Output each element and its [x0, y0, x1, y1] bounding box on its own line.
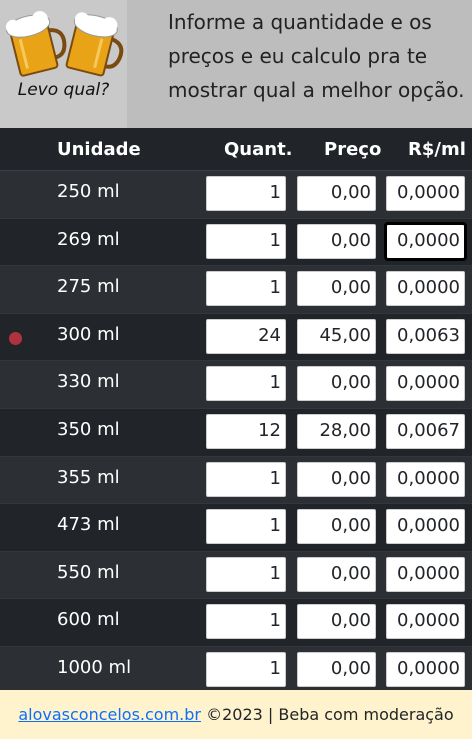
table-row: 473 ml 1 0,00 0,0000 — [0, 504, 472, 552]
rate-output[interactable]: 0,0000 — [386, 461, 465, 497]
unit-label: 600 ml — [57, 609, 120, 631]
price-input[interactable]: 45,00 — [297, 318, 376, 354]
quantity-input[interactable]: 1 — [206, 461, 286, 497]
quantity-input[interactable]: 1 — [206, 366, 286, 402]
table-row: 355 ml 1 0,00 0,0000 — [0, 456, 472, 505]
rate-output[interactable]: 0,0063 — [386, 318, 465, 354]
table-row: 600 ml 1 0,00 0,0000 — [0, 599, 472, 647]
footer-link[interactable]: alovasconcelos.com.br — [18, 705, 201, 724]
price-input[interactable]: 0,00 — [297, 271, 376, 307]
price-input[interactable]: 0,00 — [297, 223, 376, 259]
header-unit: Unidade — [57, 138, 141, 160]
unit-label: 330 ml — [57, 371, 120, 393]
price-input[interactable]: 0,00 — [297, 366, 376, 402]
table-row: 1000 ml 1 0,00 0,0000 — [0, 646, 472, 695]
header-rate: R$/ml — [408, 138, 466, 160]
quantity-input[interactable]: 1 — [206, 271, 286, 307]
table-row: 250 ml 1 0,00 0,0000 — [0, 171, 472, 219]
table-row: 350 ml 12 28,00 0,0067 — [0, 408, 472, 457]
unit-label: 550 ml — [57, 561, 120, 583]
unit-label: 275 ml — [57, 276, 120, 298]
rate-output[interactable]: 0,0000 — [386, 366, 465, 402]
rate-output[interactable]: 0,0000 — [386, 651, 465, 687]
table-header: Unidade Quant. Preço R$/ml — [0, 128, 472, 171]
table-row: 269 ml 1 0,00 0,0000 — [0, 218, 472, 267]
unit-label: 355 ml — [57, 466, 120, 488]
best-option-indicator — [9, 331, 22, 345]
rate-output[interactable]: 0,0000 — [386, 176, 465, 211]
unit-label: 250 ml — [57, 181, 120, 202]
price-input[interactable]: 0,00 — [297, 509, 376, 545]
price-input[interactable]: 0,00 — [297, 176, 376, 211]
table-row: 275 ml 1 0,00 0,0000 — [0, 266, 472, 314]
unit-label: 350 ml — [57, 418, 120, 440]
unit-label: 473 ml — [57, 514, 120, 536]
header-qty: Quant. — [224, 138, 293, 160]
rate-output[interactable]: 0,0000 — [384, 221, 467, 261]
rate-output[interactable]: 0,0000 — [386, 556, 465, 592]
footer: alovasconcelos.com.br ©2023 | Beba com m… — [0, 690, 472, 739]
rate-output[interactable]: 0,0000 — [386, 509, 465, 545]
logo: Levo qual? — [0, 0, 127, 128]
price-input[interactable]: 0,00 — [297, 604, 376, 640]
unit-label: 269 ml — [57, 228, 120, 250]
quantity-input[interactable]: 12 — [206, 413, 286, 449]
unit-label: 300 ml — [57, 323, 120, 345]
quantity-input[interactable]: 1 — [206, 604, 286, 640]
quantity-input[interactable]: 24 — [206, 318, 286, 354]
price-input[interactable]: 0,00 — [297, 651, 376, 687]
intro-text: Informe a quantidade e os preços e eu ca… — [168, 10, 465, 102]
rate-output[interactable]: 0,0000 — [386, 604, 465, 640]
footer-text: ©2023 | Beba com moderação — [206, 705, 454, 724]
quantity-input[interactable]: 1 — [206, 651, 286, 687]
table-body: 250 ml 1 0,00 0,0000 269 ml 1 0,00 0,0000 275 ml… — [0, 171, 472, 695]
price-input[interactable]: 0,00 — [297, 556, 376, 592]
rate-output[interactable]: 0,0000 — [386, 271, 465, 307]
price-input[interactable]: 28,00 — [297, 413, 376, 449]
quantity-input[interactable]: 1 — [206, 223, 286, 259]
unit-label: 1000 ml — [57, 656, 132, 678]
logo-text: Levo qual? — [17, 80, 110, 100]
header: Levo qual? Informe a quantidade e os pre… — [0, 0, 472, 128]
quantity-input[interactable]: 1 — [206, 509, 286, 545]
quantity-input[interactable]: 1 — [206, 556, 286, 592]
rate-output[interactable]: 0,0067 — [386, 413, 465, 449]
table-row: 330 ml 1 0,00 0,0000 — [0, 361, 472, 409]
quantity-input[interactable]: 1 — [206, 176, 286, 211]
beer-mugs-icon — [5, 11, 124, 77]
header-price: Preço — [324, 138, 382, 160]
table-row: 300 ml 24 45,00 0,0063 — [0, 313, 472, 362]
price-input[interactable]: 0,00 — [297, 461, 376, 497]
table-row: 550 ml 1 0,00 0,0000 — [0, 551, 472, 600]
